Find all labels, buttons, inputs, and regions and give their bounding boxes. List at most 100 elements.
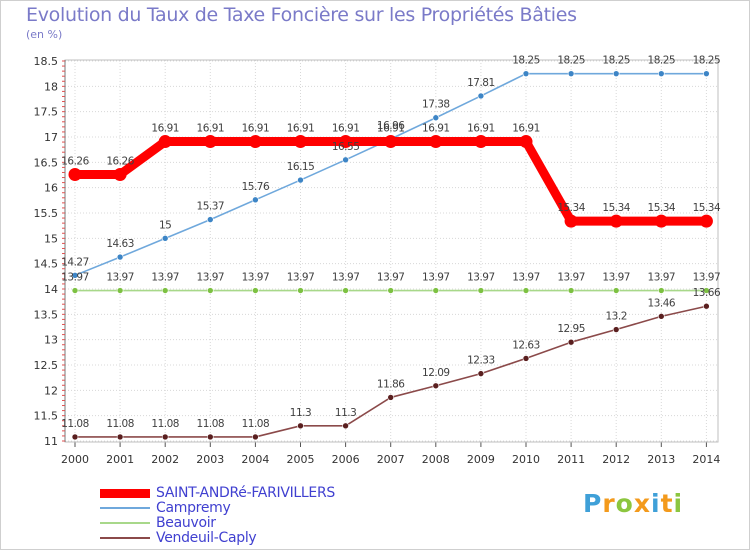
proxiti-logo: Proxiti — [583, 489, 683, 518]
y-tick-label: 16 — [44, 182, 58, 195]
legend-item-saint-andre: SAINT-ANDRé-FARIVILLERS — [100, 485, 335, 501]
data-point — [522, 287, 530, 294]
data-label: 11.86 — [377, 378, 405, 390]
data-point — [519, 135, 533, 149]
logo-letter: i — [651, 489, 661, 518]
data-point — [654, 214, 668, 228]
y-tick-label: 13 — [44, 334, 58, 347]
data-label: 13.97 — [602, 272, 630, 284]
data-point — [703, 287, 710, 294]
data-label: 13.2 — [606, 311, 627, 323]
legend-item-campremy: Campremy — [100, 500, 231, 516]
data-label: 11.08 — [151, 418, 179, 430]
data-point — [203, 135, 217, 149]
data-label: 13.97 — [287, 272, 315, 284]
data-point — [387, 394, 395, 401]
data-point — [477, 370, 485, 377]
logo-letter: t — [660, 489, 674, 518]
data-label: 17.38 — [422, 99, 450, 111]
data-point — [384, 135, 398, 149]
data-label: 16.55 — [332, 141, 360, 153]
legend-swatch-campremy — [100, 507, 150, 509]
data-point — [342, 287, 349, 294]
data-point — [116, 287, 124, 294]
data-point — [71, 272, 79, 279]
data-point — [612, 70, 620, 77]
x-tick-label: 2006 — [332, 453, 360, 466]
data-point — [703, 302, 710, 310]
x-tick-label: 2011 — [557, 453, 585, 466]
legend-swatch-beauvoir — [100, 522, 150, 524]
data-point — [252, 287, 259, 294]
data-label: 15.34 — [693, 202, 721, 214]
x-tick-label: 2013 — [647, 453, 675, 466]
data-point — [158, 135, 172, 149]
data-point — [612, 287, 620, 294]
data-point — [339, 135, 353, 149]
x-tick-label: 2008 — [422, 453, 450, 466]
data-label: 13.46 — [648, 297, 676, 309]
data-label: 13.97 — [106, 272, 134, 284]
data-label: 13.97 — [377, 272, 405, 284]
data-point — [71, 433, 79, 441]
data-label: 13.97 — [557, 272, 585, 284]
data-point — [252, 433, 259, 441]
logo-letter: o — [615, 489, 634, 518]
data-point — [116, 253, 124, 261]
x-tick-label: 2005 — [287, 453, 315, 466]
y-tick-label: 14 — [44, 283, 58, 296]
data-label: 16.91 — [512, 123, 540, 135]
y-axis-unit: (en %) — [26, 28, 63, 41]
y-tick-label: 18.5 — [34, 55, 59, 68]
data-point — [387, 287, 395, 294]
data-label: 16.96 — [377, 120, 405, 132]
data-label: 11.08 — [242, 418, 270, 430]
data-label: 12.09 — [422, 367, 450, 379]
logo-letter: i — [673, 489, 684, 518]
data-label: 13.97 — [422, 272, 450, 284]
data-point — [699, 214, 713, 228]
x-tick-label: 2007 — [377, 453, 405, 466]
data-label: 15.76 — [242, 181, 270, 193]
data-label: 11.3 — [335, 407, 356, 419]
data-point — [432, 114, 440, 122]
data-point — [432, 382, 440, 390]
y-tick-label: 13.5 — [34, 308, 59, 321]
data-point — [477, 287, 485, 294]
data-point — [294, 135, 307, 149]
data-label: 15.34 — [602, 202, 630, 214]
data-label: 13.97 — [648, 272, 676, 284]
data-label: 18.25 — [512, 55, 540, 67]
data-point — [342, 422, 349, 430]
data-label: 16.91 — [242, 123, 270, 135]
data-point — [68, 167, 82, 181]
legend-label-saint-andre: SAINT-ANDRé-FARIVILLERS — [156, 485, 335, 501]
data-label: 13.97 — [332, 272, 360, 284]
data-label: 11.08 — [61, 418, 89, 430]
data-label: 16.91 — [377, 123, 405, 135]
x-tick-label: 2003 — [196, 453, 224, 466]
data-point — [297, 422, 304, 430]
x-tick-label: 2010 — [512, 453, 540, 466]
axes: 11 11.5 12 12.5 13 13.5 14 14.5 15 15.5 16 16.5 17 17… — [34, 55, 721, 466]
y-tick-label: 15.5 — [34, 207, 59, 220]
legend-label-beauvoir: Beauvoir — [156, 515, 216, 531]
x-tick-label: 2009 — [467, 453, 495, 466]
data-point — [567, 287, 575, 294]
y-tick-label: 16.5 — [34, 156, 59, 169]
data-label: 11.08 — [106, 418, 134, 430]
data-point — [161, 235, 169, 242]
data-label: 18.25 — [602, 55, 630, 67]
logo-letter: x — [633, 489, 651, 518]
x-tick-label: 2000 — [61, 453, 89, 466]
data-label: 18.25 — [693, 55, 721, 67]
data-point — [248, 135, 262, 149]
data-label: 15.37 — [197, 201, 225, 213]
data-label: 16.91 — [422, 123, 450, 135]
data-point — [71, 287, 79, 294]
data-point — [207, 433, 214, 441]
data-point — [297, 287, 304, 294]
data-point — [522, 70, 530, 77]
y-tick-label: 11 — [44, 435, 58, 448]
